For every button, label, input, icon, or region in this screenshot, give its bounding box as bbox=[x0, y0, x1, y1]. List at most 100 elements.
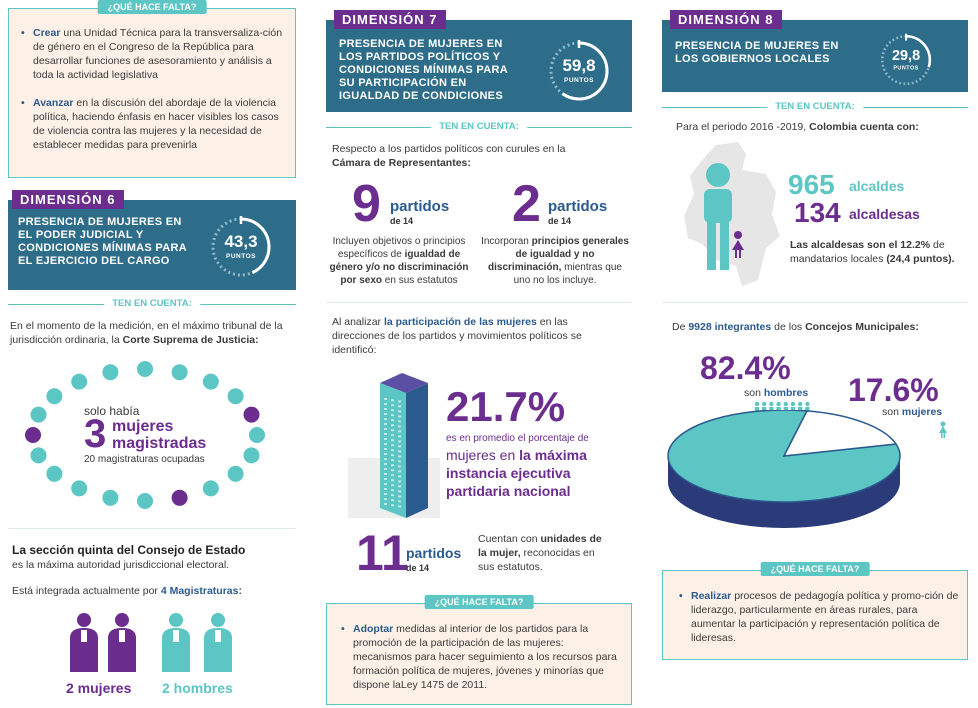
building-window bbox=[384, 498, 387, 500]
camara-intro: Respecto a los partidos políticos con cu… bbox=[332, 143, 566, 169]
women-magistrates-label: 2 mujeres bbox=[66, 680, 132, 696]
stat-2-of: de 14 bbox=[548, 216, 572, 226]
building-window bbox=[398, 465, 401, 468]
consejo-title: La sección quinta del Consejo de Estado bbox=[12, 543, 246, 557]
man-icon bbox=[762, 401, 767, 407]
magistrate-dot bbox=[243, 447, 260, 464]
separator-col1 bbox=[8, 528, 296, 529]
building-window bbox=[391, 474, 394, 477]
court-mujeres: mujeres bbox=[112, 418, 174, 435]
building-window bbox=[398, 420, 401, 423]
building-window bbox=[391, 419, 394, 422]
dimension-8-score-label: PUNTOS bbox=[893, 65, 919, 72]
building-window bbox=[391, 424, 394, 427]
separator-col3 bbox=[662, 302, 968, 303]
building-window bbox=[384, 428, 387, 430]
dimension-7-tag: DIMENSIÓN 7 bbox=[334, 10, 446, 29]
building-window bbox=[391, 499, 394, 502]
magistrate-dot bbox=[202, 480, 219, 497]
men-label: son hombres bbox=[744, 387, 809, 399]
building-window bbox=[398, 435, 401, 438]
stat-9-word: partidos bbox=[390, 198, 450, 215]
alcaldesas-note: Las alcaldesas son el 12.2% de mandatari… bbox=[790, 239, 955, 265]
dimension-6-gauge: 43,3 PUNTOS bbox=[208, 214, 274, 280]
building-window bbox=[384, 443, 387, 445]
dimension-7-banner: PRESENCIA DE MUJERES EN LOS PARTIDOS POL… bbox=[326, 20, 632, 112]
dimension-6-banner: PRESENCIA DE MUJERES EN EL PODER JUDICIA… bbox=[8, 200, 296, 290]
need-box-col3: ¿QUÉ HACE FALTA? Realizar procesos de pe… bbox=[662, 562, 968, 660]
building-window bbox=[384, 493, 387, 495]
separator-col2-a bbox=[326, 302, 632, 303]
building-window bbox=[384, 403, 387, 405]
building-bar-icon bbox=[348, 373, 440, 518]
stat-2-number: 2 bbox=[512, 175, 541, 233]
stat-9-text: Incluyen objetivos o principios específi… bbox=[329, 236, 469, 286]
building-window bbox=[398, 485, 401, 488]
building-window bbox=[391, 399, 394, 402]
building-window bbox=[391, 489, 394, 492]
stat-11-text: Cuentan con unidades de la mujer, recono… bbox=[478, 533, 602, 573]
male-magistrate-icons bbox=[162, 613, 232, 672]
men-pct: 82.4% bbox=[700, 350, 791, 386]
court-intro: En el momento de la medición, en el máxi… bbox=[10, 320, 283, 346]
pie-slice-women bbox=[782, 410, 898, 457]
analisis-text: Al analizar la participación de las muje… bbox=[332, 316, 582, 356]
building-window bbox=[384, 478, 387, 480]
magistrate-dot bbox=[249, 427, 265, 443]
building-window bbox=[398, 430, 401, 433]
building-window bbox=[391, 444, 394, 447]
building-window bbox=[384, 463, 387, 465]
building-window bbox=[391, 434, 394, 437]
dimension-7-gauge: 59,8 PUNTOS bbox=[546, 38, 612, 104]
need-item-crear: Crear una Unidad Técnica para la transve… bbox=[19, 26, 289, 82]
building-window bbox=[398, 410, 401, 413]
stat-11-number: 11 bbox=[356, 525, 409, 581]
building-window bbox=[391, 504, 394, 507]
building-window bbox=[398, 440, 401, 443]
building-window bbox=[384, 448, 387, 450]
alcaldesas-number: 134 bbox=[794, 197, 841, 228]
need-tag: ¿QUÉ HACE FALTA? bbox=[97, 0, 207, 14]
dimension-7-score-label: PUNTOS bbox=[564, 77, 594, 84]
need-item-realizar: Realizar procesos de pedagogía política … bbox=[677, 589, 962, 645]
women-person-icon bbox=[939, 421, 947, 438]
gauge-ring-icon bbox=[549, 40, 609, 101]
dimension-6-score-label: PUNTOS bbox=[226, 253, 256, 260]
magistrate-dot bbox=[102, 489, 119, 506]
building-window bbox=[398, 460, 401, 463]
building-window bbox=[384, 433, 387, 435]
concejos-pie-chart bbox=[667, 410, 901, 528]
building-window bbox=[384, 503, 387, 505]
building-window bbox=[391, 449, 394, 452]
magistrate-dot bbox=[137, 493, 153, 509]
magistrate-dot bbox=[46, 465, 63, 482]
periodo-text: Para el periodo 2016 -2019, Colombia cue… bbox=[676, 121, 919, 133]
magistrate-dot bbox=[227, 465, 244, 482]
building-window bbox=[398, 455, 401, 458]
need-tag: ¿QUÉ HACE FALTA? bbox=[760, 562, 870, 576]
dimension-7-title: PRESENCIA DE MUJERES EN LOS PARTIDOS POL… bbox=[339, 38, 508, 102]
solo-habia: solo había bbox=[84, 404, 140, 418]
dimension-6-title: PRESENCIA DE MUJERES EN EL PODER JUDICIA… bbox=[18, 216, 187, 267]
building-window bbox=[398, 470, 401, 473]
building-window bbox=[384, 468, 387, 470]
building-window bbox=[398, 505, 401, 508]
stat-11-word: partidos bbox=[406, 545, 462, 561]
dimension-7-score: 59,8 bbox=[562, 56, 596, 75]
building-window bbox=[384, 418, 387, 420]
magistrate-dot bbox=[243, 406, 260, 423]
dimension-8-score: 29,8 bbox=[891, 47, 921, 64]
gauge-ring-icon bbox=[211, 216, 271, 277]
women-pct: 17.6% bbox=[848, 372, 939, 408]
magistrate-dot bbox=[71, 480, 88, 497]
building-window bbox=[391, 409, 394, 412]
magistrate-dot bbox=[30, 406, 47, 423]
building-window bbox=[391, 459, 394, 462]
concejos-text: De 9928 integrantes de los Concejos Muni… bbox=[672, 321, 919, 333]
colombia-map-icon bbox=[684, 142, 780, 286]
ten-en-cuenta-col2: TEN EN CUENTA: bbox=[326, 121, 632, 135]
building-window bbox=[398, 500, 401, 503]
magistrate-dot bbox=[202, 373, 219, 390]
man-icon bbox=[790, 401, 796, 407]
magistrate-dot bbox=[137, 361, 153, 377]
